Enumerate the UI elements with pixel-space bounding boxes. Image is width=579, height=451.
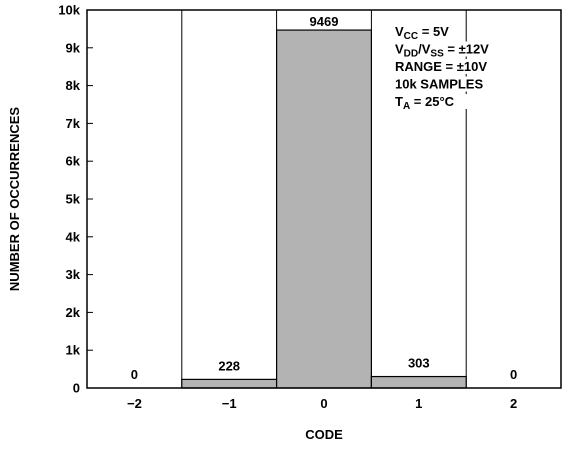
annotation-line: 10k SAMPLES bbox=[395, 77, 483, 92]
annotation-backing bbox=[393, 41, 502, 57]
y-tick-label: 8k bbox=[66, 78, 81, 93]
bar bbox=[181, 378, 278, 389]
annotation-line: VDD/VSS = ±12V bbox=[395, 42, 489, 60]
y-axis-title: NUMBER OF OCCURRENCES bbox=[7, 107, 22, 292]
y-tick-label: 5k bbox=[66, 192, 81, 207]
y-tick-label: 6k bbox=[66, 154, 81, 169]
y-tick-label: 1k bbox=[66, 343, 81, 358]
annotation-line: VCC = 5V bbox=[395, 24, 449, 42]
annotation-backing bbox=[393, 94, 468, 109]
x-axis-title: CODE bbox=[305, 427, 343, 442]
y-tick-label: 4k bbox=[66, 229, 81, 244]
data-label: 303 bbox=[408, 356, 430, 371]
x-tick-label: −2 bbox=[127, 396, 142, 411]
y-tick-label: 10k bbox=[58, 3, 80, 18]
y-tick-label: 0 bbox=[73, 381, 80, 396]
data-label: 0 bbox=[131, 367, 138, 382]
annotation-backing bbox=[393, 24, 458, 39]
annotation-line: RANGE = ±10V bbox=[395, 59, 487, 74]
bar bbox=[370, 375, 467, 389]
annotation-line: TA = 25°C bbox=[395, 94, 455, 112]
x-tick-label: 1 bbox=[415, 396, 422, 411]
annotation-backing bbox=[393, 76, 487, 92]
data-label: 9469 bbox=[310, 14, 339, 29]
x-tick-label: −1 bbox=[222, 396, 237, 411]
y-tick-label: 3k bbox=[66, 267, 81, 282]
data-label: 0 bbox=[510, 367, 517, 382]
x-tick-label: 0 bbox=[320, 396, 327, 411]
x-tick-label: 2 bbox=[510, 396, 517, 411]
y-tick-label: 7k bbox=[66, 116, 81, 131]
data-label: 228 bbox=[218, 358, 240, 373]
y-tick-label: 9k bbox=[66, 40, 81, 55]
bar bbox=[276, 29, 373, 389]
annotation-backing bbox=[393, 59, 495, 74]
y-tick-label: 2k bbox=[66, 305, 81, 320]
